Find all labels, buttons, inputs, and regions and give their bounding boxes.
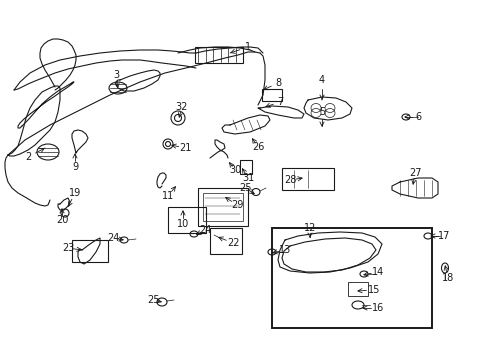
Bar (198, 188, 247, 226)
Text: 18: 18 (441, 273, 453, 283)
Text: 11: 11 (162, 191, 174, 201)
Text: 24: 24 (106, 233, 119, 243)
Text: 22: 22 (226, 238, 239, 248)
Text: 24: 24 (199, 225, 211, 235)
Text: 14: 14 (371, 267, 384, 277)
Text: 19: 19 (69, 188, 81, 198)
Text: 17: 17 (437, 231, 449, 241)
Bar (347, 282, 367, 296)
Text: 13: 13 (278, 245, 290, 255)
Text: 10: 10 (177, 219, 189, 229)
Bar (195, 47, 243, 63)
Text: 27: 27 (408, 168, 420, 178)
Bar (240, 160, 251, 174)
Bar (271, 228, 431, 328)
Text: 23: 23 (61, 243, 74, 253)
Text: 28: 28 (283, 175, 296, 185)
Text: 15: 15 (367, 285, 379, 295)
Text: 26: 26 (251, 142, 264, 152)
Text: 12: 12 (303, 223, 316, 233)
Text: 8: 8 (274, 78, 281, 88)
Text: 25: 25 (146, 295, 159, 305)
Bar (209, 228, 242, 254)
Text: 9: 9 (72, 162, 78, 172)
Text: 16: 16 (371, 303, 384, 313)
Text: 4: 4 (318, 75, 325, 85)
Bar (262, 89, 282, 101)
Text: 2: 2 (25, 152, 31, 162)
Text: 20: 20 (56, 215, 68, 225)
Text: 5: 5 (318, 107, 325, 117)
Text: 32: 32 (176, 102, 188, 112)
Text: 7: 7 (276, 97, 283, 107)
Bar (203, 193, 243, 221)
Bar (72, 240, 108, 262)
Text: 6: 6 (414, 112, 420, 122)
Bar (282, 168, 333, 190)
Text: 29: 29 (230, 200, 243, 210)
Text: 31: 31 (242, 173, 254, 183)
Bar (168, 207, 205, 233)
Text: 21: 21 (179, 143, 191, 153)
Text: 3: 3 (113, 70, 119, 80)
Text: 25: 25 (238, 183, 251, 193)
Text: 1: 1 (244, 42, 250, 52)
Text: 30: 30 (228, 165, 241, 175)
